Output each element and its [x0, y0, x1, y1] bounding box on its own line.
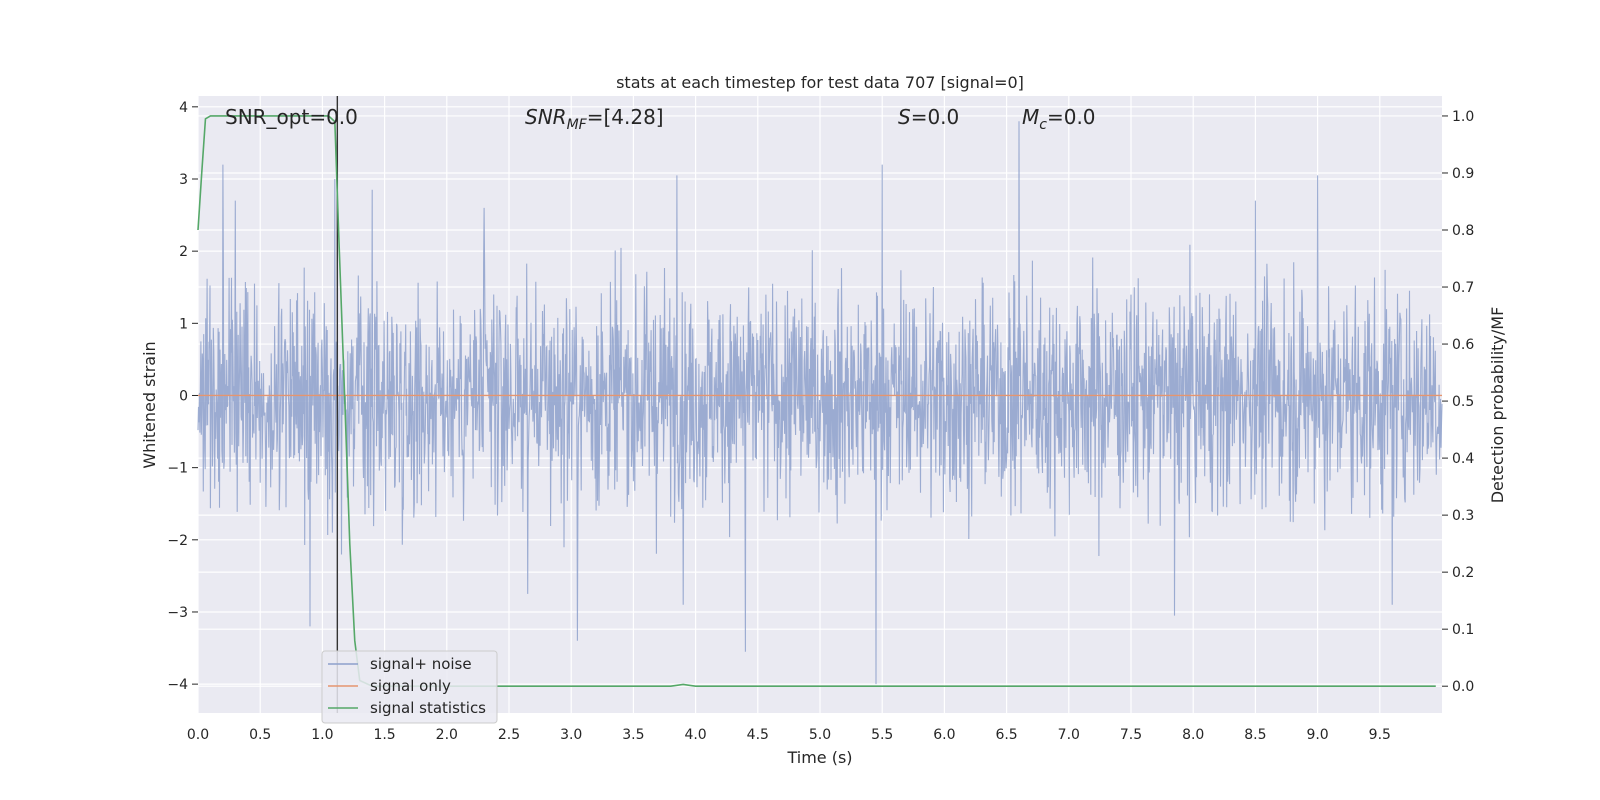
- y-tick-label-left: 4: [179, 100, 188, 116]
- snr-mf-value: =[4.28]: [587, 105, 664, 129]
- mc-value: =0.0: [1047, 105, 1096, 129]
- s-value: =0.0: [911, 105, 960, 129]
- y-tick-label-right: 1.0: [1452, 109, 1474, 125]
- y-tick-label-left: −4: [167, 677, 188, 693]
- y-axis-label-right: Detection probability/MF: [1488, 307, 1507, 504]
- x-tick-label: 6.5: [995, 727, 1017, 743]
- x-tick-label: 8.5: [1244, 727, 1266, 743]
- y-tick-label-left: 1: [179, 316, 188, 332]
- plot-area: [197, 96, 1443, 713]
- y-tick-label-left: 3: [179, 172, 188, 188]
- legend-label-statistics: signal statistics: [370, 699, 486, 717]
- snr-mf-subscript: MF: [567, 117, 588, 133]
- x-tick-label: 5.0: [809, 727, 831, 743]
- y-tick-label-left: 2: [179, 244, 188, 260]
- y-tick-label-right: 0.6: [1452, 337, 1474, 353]
- x-tick-label: 8.0: [1182, 727, 1204, 743]
- series-signal-statistics: [197, 115, 1436, 687]
- y-axis-label-left: Whitened strain: [140, 341, 159, 468]
- x-tick-label: 5.5: [871, 727, 893, 743]
- annotation-s: S=0.0: [898, 105, 959, 129]
- y-tick-label-right: 0.0: [1452, 679, 1474, 695]
- y-tick-label-left: −1: [167, 461, 188, 477]
- legend-label-signal: signal only: [370, 677, 451, 695]
- x-axis-label: Time (s): [786, 748, 852, 767]
- x-tick-label: 1.5: [373, 727, 395, 743]
- x-tick-label: 0.0: [187, 727, 209, 743]
- ticks: 0.0 0.5 1.0 1.5 2.0 2.5 3.0 3.5 4.0 4.5 5.0 5.5 6.0 6…: [167, 100, 1474, 743]
- x-tick-label: 0.5: [249, 727, 271, 743]
- y-tick-label-left: −2: [167, 533, 188, 549]
- s-symbol: S: [898, 105, 911, 129]
- y-tick-label-left: 0: [179, 388, 188, 404]
- x-tick-label: 4.5: [747, 727, 769, 743]
- x-tick-label: 3.5: [622, 727, 644, 743]
- x-tick-label: 9.0: [1306, 727, 1328, 743]
- y-tick-label-right: 0.3: [1452, 508, 1474, 524]
- y-tick-label-right: 0.4: [1452, 451, 1474, 467]
- x-tick-label: 4.0: [684, 727, 706, 743]
- x-tick-label: 2.5: [498, 727, 520, 743]
- annotation-snr-mf: SNRMF=[4.28]: [525, 105, 664, 133]
- y-tick-label-right: 0.9: [1452, 166, 1474, 182]
- legend: signal+ noise signal only signal statist…: [321, 650, 498, 724]
- y-tick-label-right: 0.1: [1452, 622, 1474, 638]
- y-tick-label-right: 0.8: [1452, 223, 1474, 239]
- x-tick-label: 7.5: [1120, 727, 1142, 743]
- x-tick-label: 1.0: [311, 727, 333, 743]
- y-tick-label-right: 0.5: [1452, 394, 1474, 410]
- series-signal-noise: [197, 121, 1443, 685]
- legend-label-noise: signal+ noise: [370, 655, 472, 673]
- mc-subscript: c: [1039, 117, 1047, 133]
- x-tick-label: 2.0: [436, 727, 458, 743]
- annotation-snr-opt: SNR_opt=0.0: [225, 105, 358, 129]
- x-tick-label: 7.0: [1058, 727, 1080, 743]
- legend-box: [321, 650, 498, 724]
- y-tick-label-left: −3: [167, 605, 188, 621]
- y-tick-label-right: 0.2: [1452, 565, 1474, 581]
- snr-mf-symbol: SNR: [525, 105, 567, 129]
- annotation-mc: Mc=0.0: [1022, 105, 1096, 133]
- mc-symbol: M: [1022, 105, 1039, 129]
- y-tick-label-right: 0.7: [1452, 280, 1474, 296]
- x-tick-label: 9.5: [1369, 727, 1391, 743]
- x-tick-label: 6.0: [933, 727, 955, 743]
- x-tick-label: 3.0: [560, 727, 582, 743]
- chart-title: stats at each timestep for test data 707…: [616, 73, 1024, 92]
